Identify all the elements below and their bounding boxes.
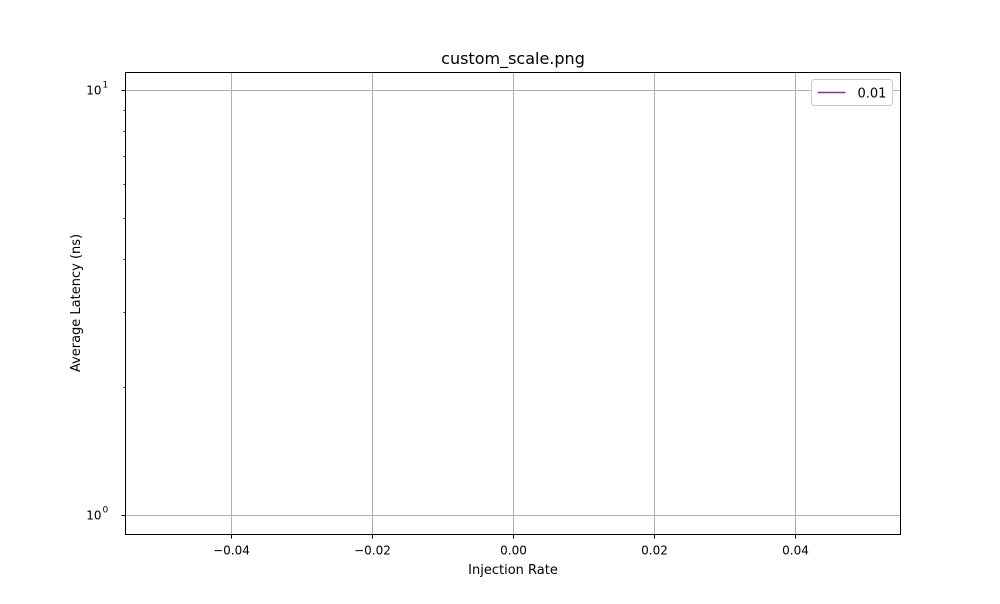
grid-layer — [125, 72, 901, 535]
legend-label: 0.01 — [858, 87, 887, 102]
y-tick-label: 10 — [86, 509, 101, 523]
legend: 0.01 — [811, 79, 893, 106]
x-tick-label: 0.00 — [500, 544, 527, 558]
y-tick-label-exponent: 1 — [103, 81, 109, 91]
y-tick-label: 10 — [86, 84, 101, 98]
chart-title: custom_scale.png — [441, 49, 585, 69]
y-tick-label-exponent: 0 — [103, 506, 109, 516]
x-axis-label: Injection Rate — [468, 563, 558, 578]
legend-frame — [811, 79, 893, 106]
x-tick-label: −0.02 — [354, 544, 391, 558]
y-axis-label: Average Latency (ns) — [69, 234, 84, 372]
x-tick-label: 0.02 — [641, 544, 668, 558]
x-tick-label: −0.04 — [213, 544, 250, 558]
x-tick-label: 0.04 — [782, 544, 809, 558]
